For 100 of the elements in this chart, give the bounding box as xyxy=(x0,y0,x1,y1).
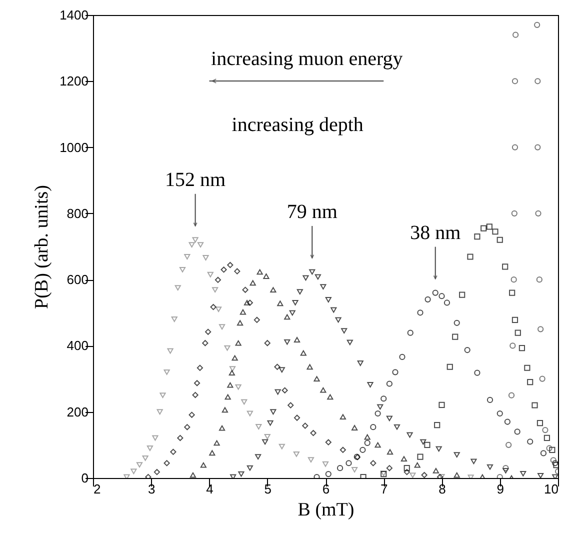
point xyxy=(364,440,370,446)
point xyxy=(511,210,518,216)
point xyxy=(444,300,450,306)
y-tick-label: 0 xyxy=(81,470,88,486)
point xyxy=(438,293,445,300)
point xyxy=(536,420,544,426)
point xyxy=(535,210,542,216)
point xyxy=(188,242,195,248)
point xyxy=(177,434,184,442)
point xyxy=(237,320,244,326)
point xyxy=(210,304,216,310)
point xyxy=(534,78,541,84)
annotation: increasing depth xyxy=(232,114,364,136)
y-axis-title: P(B) (arb. units) xyxy=(32,184,53,310)
point xyxy=(474,370,480,376)
point xyxy=(346,460,352,466)
point xyxy=(244,300,250,306)
point xyxy=(406,432,413,438)
point xyxy=(227,382,234,388)
point xyxy=(504,418,510,425)
point xyxy=(270,409,276,415)
point xyxy=(508,392,515,398)
point xyxy=(292,300,298,306)
point xyxy=(464,346,470,354)
point xyxy=(218,324,226,330)
point xyxy=(512,144,518,150)
x-tick-label: 5 xyxy=(264,482,272,496)
point xyxy=(392,369,398,376)
point xyxy=(264,434,270,440)
point xyxy=(274,389,281,395)
point xyxy=(197,242,204,248)
point xyxy=(320,387,326,393)
point xyxy=(512,316,518,323)
point xyxy=(235,384,242,390)
point xyxy=(293,451,300,457)
point xyxy=(330,307,337,313)
point xyxy=(234,268,240,274)
point xyxy=(205,328,212,335)
point xyxy=(377,404,384,410)
annotation: 79 nm xyxy=(286,200,338,223)
point xyxy=(294,414,300,421)
point xyxy=(242,286,248,293)
point xyxy=(386,465,392,472)
y-tick-label: 800 xyxy=(66,206,88,221)
point xyxy=(256,424,262,430)
point xyxy=(346,340,353,346)
point xyxy=(424,442,430,448)
point xyxy=(164,460,170,466)
point xyxy=(374,410,381,417)
point xyxy=(394,424,400,430)
point xyxy=(156,409,163,415)
point xyxy=(538,326,544,332)
point xyxy=(320,284,326,290)
point xyxy=(278,367,285,373)
point xyxy=(209,450,216,456)
point xyxy=(514,330,521,336)
point xyxy=(352,425,358,430)
point xyxy=(518,344,526,352)
point xyxy=(404,465,410,472)
point xyxy=(289,310,296,316)
point xyxy=(174,285,181,291)
point xyxy=(308,457,314,463)
point xyxy=(167,348,174,354)
point xyxy=(512,32,519,38)
point xyxy=(536,276,542,283)
point xyxy=(506,442,512,448)
point xyxy=(264,340,270,346)
point xyxy=(410,472,416,478)
x-tick-label: 3 xyxy=(148,482,156,496)
y-tick-label: 1400 xyxy=(60,8,88,22)
y-tick-label: 1200 xyxy=(60,74,88,89)
point xyxy=(510,276,517,283)
point xyxy=(436,446,442,452)
annotation: 38 nm xyxy=(410,222,462,244)
point xyxy=(544,434,550,442)
point xyxy=(510,342,516,349)
point xyxy=(202,255,209,260)
point xyxy=(417,310,424,316)
point xyxy=(421,472,428,478)
x-tick-label: 6 xyxy=(322,482,330,496)
point xyxy=(325,470,332,478)
point xyxy=(550,457,556,464)
point xyxy=(540,450,547,456)
x-tick-label: 8 xyxy=(438,482,446,496)
point xyxy=(238,471,244,477)
point xyxy=(218,425,226,431)
point xyxy=(454,452,460,458)
point xyxy=(542,427,548,434)
point xyxy=(454,320,460,326)
point xyxy=(190,472,196,478)
point xyxy=(314,376,320,382)
point xyxy=(232,355,238,361)
point xyxy=(524,364,530,371)
point xyxy=(496,410,503,417)
point xyxy=(235,340,242,346)
point xyxy=(352,467,358,472)
point xyxy=(240,309,246,315)
point xyxy=(370,424,376,430)
point xyxy=(192,392,198,398)
point xyxy=(130,468,137,474)
